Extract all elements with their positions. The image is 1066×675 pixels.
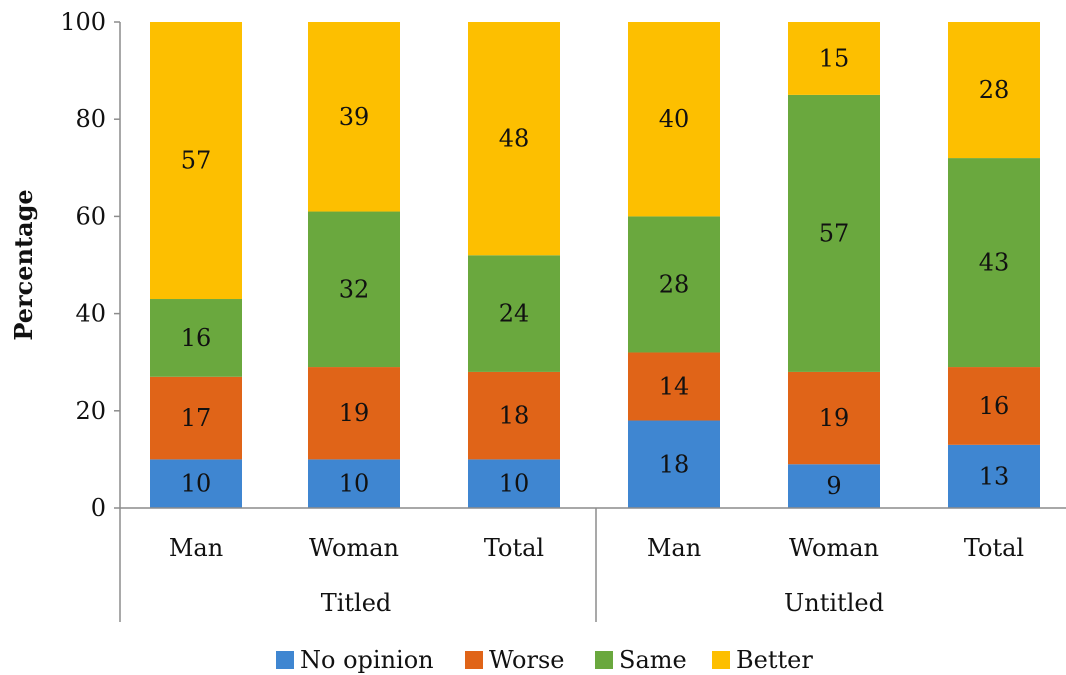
y-tick-label: 100 <box>60 8 106 36</box>
data-label: 19 <box>339 399 370 427</box>
x-category-label: Total <box>484 534 544 562</box>
bar-segment <box>788 371 880 465</box>
legend-swatch <box>276 651 294 669</box>
bar-segment <box>308 22 400 212</box>
bar-segment <box>468 371 560 460</box>
legend-label: Same <box>619 646 687 674</box>
legend: No opinion Worse Same Better <box>276 646 813 674</box>
y-axis-title: Percentage <box>9 189 38 340</box>
legend-swatch <box>465 651 483 669</box>
data-label: 16 <box>979 392 1010 420</box>
data-label: 18 <box>499 402 530 430</box>
data-label: 10 <box>339 470 370 498</box>
legend-swatch <box>712 651 730 669</box>
x-category-label: Total <box>964 534 1024 562</box>
data-label: 28 <box>979 76 1010 104</box>
data-label: 9 <box>826 472 841 500</box>
bar-segment <box>150 299 242 377</box>
x-category-label: Woman <box>789 534 879 562</box>
bar-segment <box>628 420 720 508</box>
bar-segment <box>468 255 560 372</box>
y-tick-label: 40 <box>75 300 106 328</box>
y-tick-label: 0 <box>91 494 106 522</box>
data-label: 28 <box>659 270 690 298</box>
bar-segment <box>788 22 880 95</box>
data-label: 18 <box>659 450 690 478</box>
data-label: 14 <box>659 373 690 401</box>
bar-segment <box>150 459 242 508</box>
bar-segment <box>948 22 1040 159</box>
bar-segment <box>948 367 1040 445</box>
bar-segment <box>308 367 400 460</box>
data-label: 17 <box>181 404 212 432</box>
legend-label: Worse <box>489 646 564 674</box>
data-label: 10 <box>181 470 212 498</box>
data-label: 57 <box>819 219 850 247</box>
bar-segment <box>150 22 242 300</box>
y-tick-label: 60 <box>75 202 106 230</box>
data-label: 19 <box>819 404 850 432</box>
data-label: 39 <box>339 103 370 131</box>
x-category-label: Man <box>647 534 701 562</box>
x-group-label: Titled <box>321 589 392 617</box>
x-axis: Man Woman Total Man Woman Total Titled Untitled <box>119 507 1066 622</box>
bar-segment <box>308 459 400 508</box>
data-label: 10 <box>499 470 530 498</box>
bar-stacks: 10 17 16 57 10 19 32 39 10 18 24 48 18 14 28 40 9 19 57 15 1… <box>150 22 1040 508</box>
bar-segment <box>468 22 560 256</box>
bar-segment <box>150 376 242 460</box>
bar-segment <box>948 158 1040 368</box>
x-category-label: Woman <box>309 534 399 562</box>
data-label: 48 <box>499 125 530 153</box>
bar-segment <box>628 22 720 217</box>
legend-swatch <box>595 651 613 669</box>
data-label: 16 <box>181 324 212 352</box>
bar-segment <box>628 352 720 421</box>
bar-segment <box>468 459 560 508</box>
data-label: 13 <box>979 462 1010 490</box>
data-label: 32 <box>339 275 370 303</box>
data-label: 57 <box>181 147 212 175</box>
data-label: 43 <box>979 249 1010 277</box>
bar-segment <box>628 216 720 353</box>
y-tick-label: 80 <box>75 105 106 133</box>
bar-segment <box>308 211 400 368</box>
data-label: 40 <box>659 105 690 133</box>
legend-label: Better <box>736 646 813 674</box>
bar-segment <box>788 464 880 508</box>
bar-segment <box>948 444 1040 508</box>
data-label: 24 <box>499 300 530 328</box>
y-tick-label: 20 <box>75 397 106 425</box>
data-label: 15 <box>819 44 850 72</box>
x-category-label: Man <box>169 534 223 562</box>
legend-label: No opinion <box>300 646 434 674</box>
bar-segment <box>788 94 880 372</box>
x-group-label: Untitled <box>784 589 884 617</box>
y-axis: 0 20 40 60 80 100 Percentage <box>9 8 121 522</box>
